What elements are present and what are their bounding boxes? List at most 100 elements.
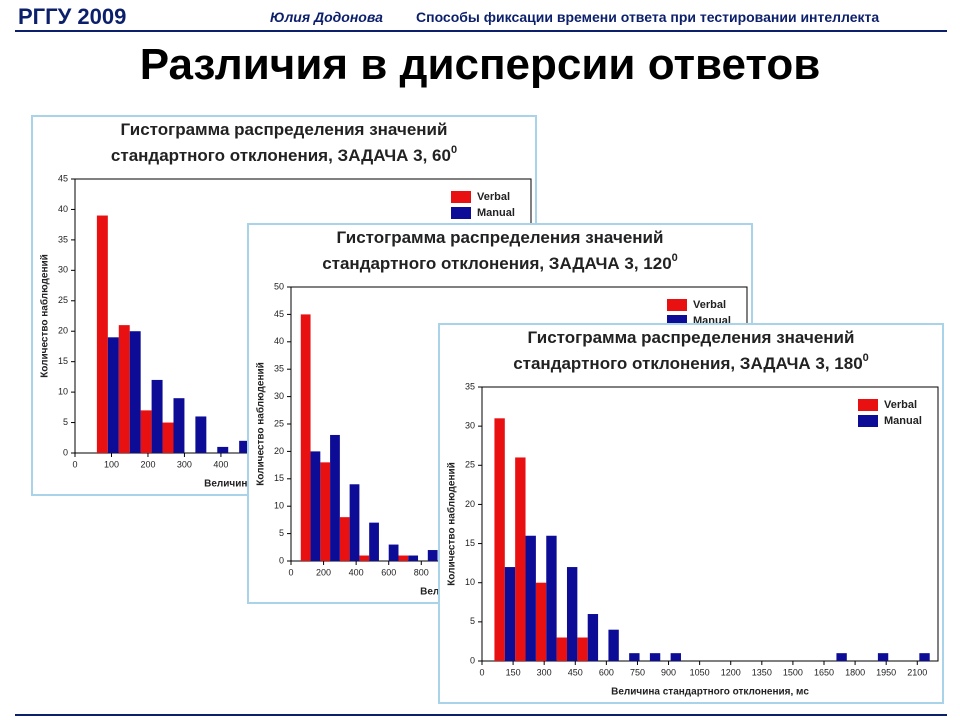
bar [349,484,360,561]
bar [96,215,108,453]
x-tick-label: 1500 [783,667,803,677]
chart-title: Гистограмма распределения значений [528,328,855,347]
y-tick-label: 25 [465,460,475,470]
x-tick-label: 900 [661,667,676,677]
bar [535,582,547,661]
bar [525,535,536,661]
legend-swatch [858,415,878,427]
slide-title: Различия в дисперсии ответов [139,40,821,89]
y-tick-label: 30 [465,421,475,431]
x-tick-label: 200 [140,459,155,469]
y-tick-label: 50 [274,281,284,291]
bar [556,637,567,661]
x-tick-label: 0 [479,667,484,677]
y-tick-label: 10 [58,386,68,396]
bar [629,653,640,661]
bar [877,653,889,661]
bar [195,416,207,453]
x-tick-label: 2100 [907,667,927,677]
legend-label: Verbal [884,399,917,411]
bar [330,434,340,561]
legend-swatch [451,191,471,203]
x-tick-label: 0 [72,459,77,469]
y-axis-label: Количество наблюдений [255,362,267,486]
bar [608,629,619,661]
bar [515,457,526,661]
bar [239,440,251,453]
x-tick-label: 300 [537,667,552,677]
y-tick-label: 25 [58,295,68,305]
x-tick-label: 450 [568,667,583,677]
x-tick-label: 1200 [721,667,741,677]
bar [494,418,505,661]
bar [107,337,119,453]
bar [129,331,141,453]
y-tick-label: 30 [274,391,284,401]
chart-title: стандартного отклонения, ЗАДАЧА 3, 1800 [513,352,869,374]
y-tick-label: 30 [58,265,68,275]
y-tick-label: 35 [274,364,284,374]
bar [359,555,370,561]
chart-title-line: Гистограмма распределения значений [337,228,664,247]
bar [162,422,174,453]
y-tick-label: 35 [465,381,475,391]
y-tick-label: 40 [274,336,284,346]
y-axis-label: Количество наблюдений [39,254,51,378]
chart-title: стандартного отклонения, ЗАДАЧА 3, 600 [111,144,457,166]
bar [504,567,516,661]
plot-frame [481,386,939,662]
legend-label: Verbal [693,299,726,311]
y-tick-label: 0 [470,655,475,665]
y-tick-label: 15 [58,356,68,366]
legend-swatch [858,399,878,411]
y-tick-label: 0 [279,555,284,565]
header-rule [15,30,947,32]
x-tick-label: 600 [381,567,396,577]
bar [427,550,438,561]
x-tick-label: 400 [213,459,228,469]
x-axis-label: Величина стандартного отклонения, мс [611,687,809,698]
bar [173,398,185,453]
org-label: РГГУ 2009 [18,4,127,29]
bar [217,446,229,453]
chart-title-sup: 0 [451,144,457,156]
x-tick-label: 0 [288,567,293,577]
bar [300,314,311,561]
y-tick-label: 20 [58,326,68,336]
bar [140,410,152,453]
chart-title-sup: 0 [672,252,678,264]
chart-title-sup: 0 [863,352,869,364]
chart-title-line: Гистограмма распределения значений [121,120,448,139]
x-tick-label: 300 [177,459,192,469]
y-tick-label: 20 [465,499,475,509]
bar [670,653,681,661]
chart-title: Гистограмма распределения значений [337,228,664,247]
topic: Способы фиксации времени ответа при тест… [416,9,880,25]
x-tick-label: 200 [316,567,331,577]
bar [919,653,930,661]
y-tick-label: 45 [274,309,284,319]
y-tick-label: 25 [274,418,284,428]
chart-panel: Гистограмма распределения значений станда… [438,323,944,704]
legend-swatch [667,299,687,311]
chart-title: Гистограмма распределения значений [121,120,448,139]
bar [369,522,379,561]
bar [151,379,163,453]
x-tick-label: 600 [599,667,614,677]
bar [408,555,419,561]
bar [320,462,331,561]
x-tick-label: 1800 [845,667,865,677]
y-axis-label: Количество наблюдений [446,462,458,586]
x-tick-label: 1050 [690,667,710,677]
bar [577,637,588,661]
bar [587,614,599,661]
y-tick-label: 15 [274,473,284,483]
y-tick-label: 15 [465,538,475,548]
legend-label: Verbal [477,191,510,203]
bar [118,325,130,453]
y-tick-label: 35 [58,234,68,244]
y-tick-label: 5 [470,616,475,626]
x-tick-label: 800 [414,567,429,577]
chart-title-line: стандартного отклонения, ЗАДАЧА 3, 60 [111,146,451,165]
bar [388,544,399,561]
